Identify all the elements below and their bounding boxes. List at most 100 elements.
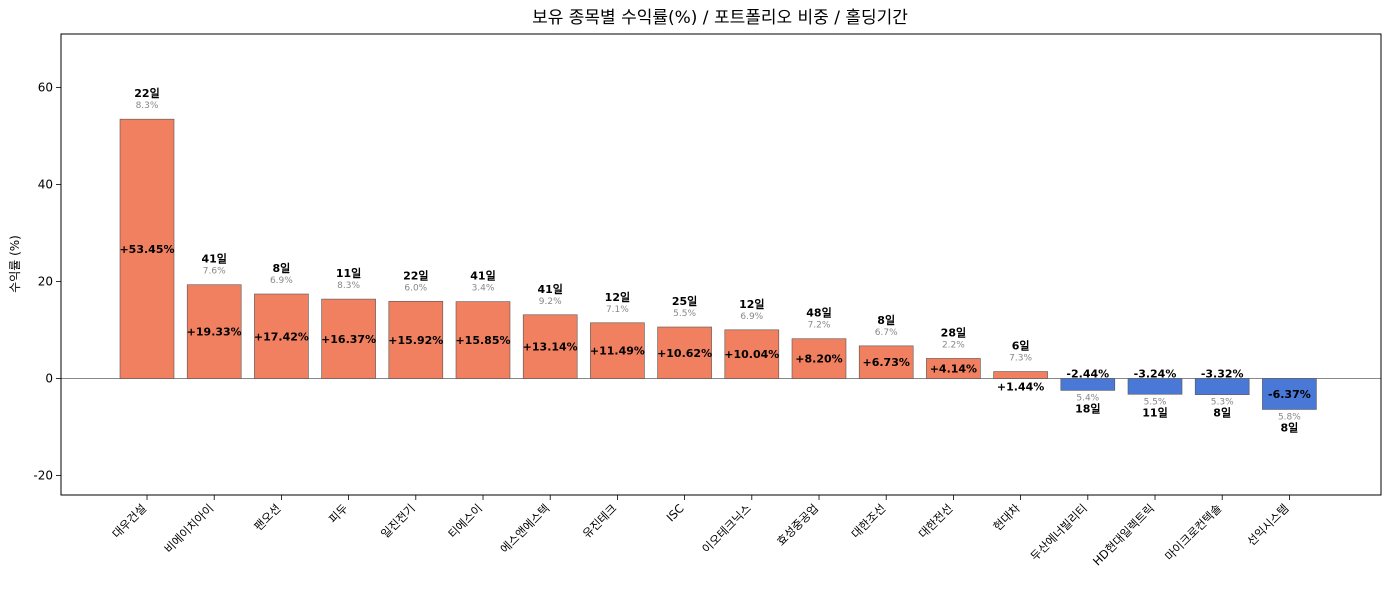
bar-value-label: +1.44% xyxy=(997,381,1044,394)
bar xyxy=(1194,378,1250,395)
portfolio-weight-label: 5.4% xyxy=(1076,393,1099,403)
portfolio-weight-label: 8.3% xyxy=(337,281,360,291)
bar xyxy=(791,338,847,379)
holding-days-label: 41일 xyxy=(201,252,226,266)
portfolio-weight-label: 7.1% xyxy=(606,305,629,315)
holding-days-label: 28일 xyxy=(941,325,966,339)
bar xyxy=(1262,378,1317,410)
bar xyxy=(119,118,175,379)
bar xyxy=(590,322,645,379)
x-tick-label: 티에스이 xyxy=(445,501,485,541)
portfolio-weight-label: 5.8% xyxy=(1278,412,1301,422)
holding-days-label: 25일 xyxy=(672,294,697,308)
bar-value-label: -3.24% xyxy=(1134,368,1177,381)
x-tick-label: 현대차 xyxy=(990,501,1023,534)
holding-days-label: 12일 xyxy=(605,290,630,304)
bar-value-label: -6.37% xyxy=(1268,388,1311,401)
bar-value-label: +13.14% xyxy=(523,341,578,354)
portfolio-weight-label: 9.2% xyxy=(539,297,562,307)
x-tick-label: 에스앤에스텍 xyxy=(498,501,553,556)
x-tick-label: 팬오션 xyxy=(251,501,283,533)
bar xyxy=(388,300,444,379)
portfolio-weight-label: 3.4% xyxy=(472,284,495,294)
bar-value-label: +11.49% xyxy=(590,345,645,358)
y-tick-label: 60 xyxy=(38,80,53,94)
bar-value-label: +10.62% xyxy=(657,347,712,360)
bar-value-label: +53.45% xyxy=(119,243,174,256)
bar xyxy=(1060,378,1116,391)
x-tick-label: 효성중공업 xyxy=(774,501,821,548)
holding-days-label: 18일 xyxy=(1075,401,1100,415)
bar-value-label: -2.44% xyxy=(1066,368,1109,381)
x-tick-label: 대한전선 xyxy=(916,501,956,541)
holding-days-label: 8일 xyxy=(273,261,291,275)
portfolio-weight-label: 5.5% xyxy=(1144,397,1167,407)
bar xyxy=(993,371,1048,379)
holding-days-label: 6일 xyxy=(1012,339,1030,353)
bar-value-label: +15.92% xyxy=(388,334,443,347)
x-tick-label: ISC xyxy=(664,501,687,524)
portfolio-weight-label: 5.5% xyxy=(673,309,696,319)
holding-days-label: 22일 xyxy=(134,86,159,100)
holding-days-label: 22일 xyxy=(403,268,428,282)
x-tick-label: 피두 xyxy=(326,501,351,526)
bar-value-label: -3.32% xyxy=(1201,368,1244,381)
portfolio-weight-label: 6.0% xyxy=(404,283,427,293)
bar-value-label: +6.73% xyxy=(863,356,910,369)
bar-value-label: +10.04% xyxy=(724,348,779,361)
bar xyxy=(186,284,242,379)
portfolio-weight-label: 6.7% xyxy=(875,328,898,338)
bar-value-label: +16.37% xyxy=(321,333,376,346)
bar xyxy=(321,298,376,379)
holding-days-label: 48일 xyxy=(806,306,831,320)
x-tick-label: 대우건설 xyxy=(109,501,149,541)
x-tick-label: 이오테크닉스 xyxy=(699,501,754,556)
x-tick-label: 두산에너빌리티 xyxy=(1028,501,1090,563)
x-tick-label: 비에이치아이 xyxy=(162,501,217,556)
portfolio-weight-label: 7.2% xyxy=(808,321,831,331)
holding-days-label: 11일 xyxy=(1142,405,1167,419)
portfolio-weight-label: 7.3% xyxy=(1009,354,1032,364)
plot-area: -200204060+53.45%22일8.3%대우건설+19.33%41일7.… xyxy=(33,33,1382,568)
y-tick-label: 0 xyxy=(45,372,53,386)
bar xyxy=(254,293,309,379)
bar xyxy=(455,301,511,379)
bar-value-label: +4.14% xyxy=(930,362,977,375)
x-tick-label: 대한조선 xyxy=(848,501,888,541)
plot-frame xyxy=(60,33,1382,496)
holding-days-label: 41일 xyxy=(537,282,562,296)
holding-days-label: 8일 xyxy=(1281,420,1299,434)
holding-days-label: 8일 xyxy=(1213,406,1231,420)
x-tick-label: 선익시스템 xyxy=(1244,501,1291,548)
bar xyxy=(522,314,578,379)
portfolio-weight-label: 6.9% xyxy=(270,276,293,286)
bar-value-label: +8.20% xyxy=(795,353,842,366)
x-tick-label: 일진전기 xyxy=(378,501,418,541)
y-tick-label: 40 xyxy=(38,177,53,191)
portfolio-weight-label: 2.2% xyxy=(942,340,965,350)
portfolio-weight-label: 8.3% xyxy=(136,101,159,111)
bar-value-label: +15.85% xyxy=(455,334,510,347)
chart-title: 보유 종목별 수익률(%) / 포트폴리오 비중 / 홀딩기간 xyxy=(532,8,908,28)
holding-days-label: 11일 xyxy=(336,266,361,280)
bar-value-label: +17.42% xyxy=(254,330,309,343)
y-axis-label: 수익률 (%) xyxy=(8,235,22,293)
portfolio-weight-label: 6.9% xyxy=(740,312,763,322)
holding-days-label: 12일 xyxy=(739,297,764,311)
bar xyxy=(926,358,981,379)
portfolio-weight-label: 5.3% xyxy=(1211,398,1234,408)
portfolio-weight-label: 7.6% xyxy=(203,267,226,277)
x-tick-label: 마이크로컨텍솔 xyxy=(1162,501,1224,563)
bar xyxy=(657,326,712,379)
holding-days-label: 41일 xyxy=(470,269,495,283)
bar xyxy=(1127,378,1183,395)
y-tick-label: 20 xyxy=(38,274,53,288)
bar-value-label: +19.33% xyxy=(187,326,242,339)
x-tick-label: 유진테크 xyxy=(580,501,620,541)
bar xyxy=(724,329,780,379)
y-tick-label: -20 xyxy=(33,469,53,483)
bar xyxy=(858,345,914,379)
x-tick-label: HD현대일렉트릭 xyxy=(1090,501,1157,568)
holding-days-label: 8일 xyxy=(877,313,895,327)
